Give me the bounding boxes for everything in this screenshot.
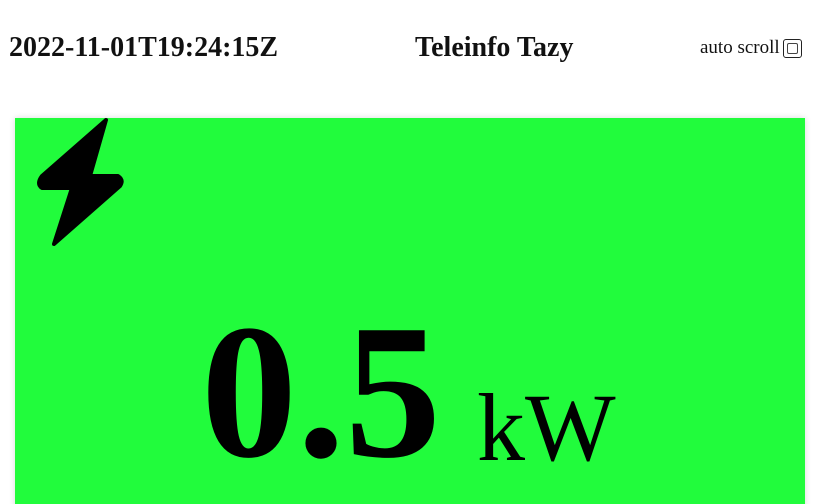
lightning-bolt-icon [37, 118, 124, 246]
timestamp: 2022-11-01T19:24:15Z [9, 32, 279, 63]
auto-scroll-toggle[interactable]: auto scroll [700, 37, 802, 59]
power-value: 0.5 [201, 285, 441, 498]
auto-scroll-label: auto scroll [700, 37, 780, 58]
header-bar: 2022-11-01T19:24:15Z Teleinfo Tazy auto … [0, 0, 816, 100]
page-title: Teleinfo Tazy [415, 32, 574, 63]
checkbox-inner-box [786, 42, 798, 54]
auto-scroll-checkbox[interactable] [782, 38, 802, 58]
power-unit: kW [477, 374, 616, 481]
power-card: 0.5 kW [15, 118, 805, 504]
